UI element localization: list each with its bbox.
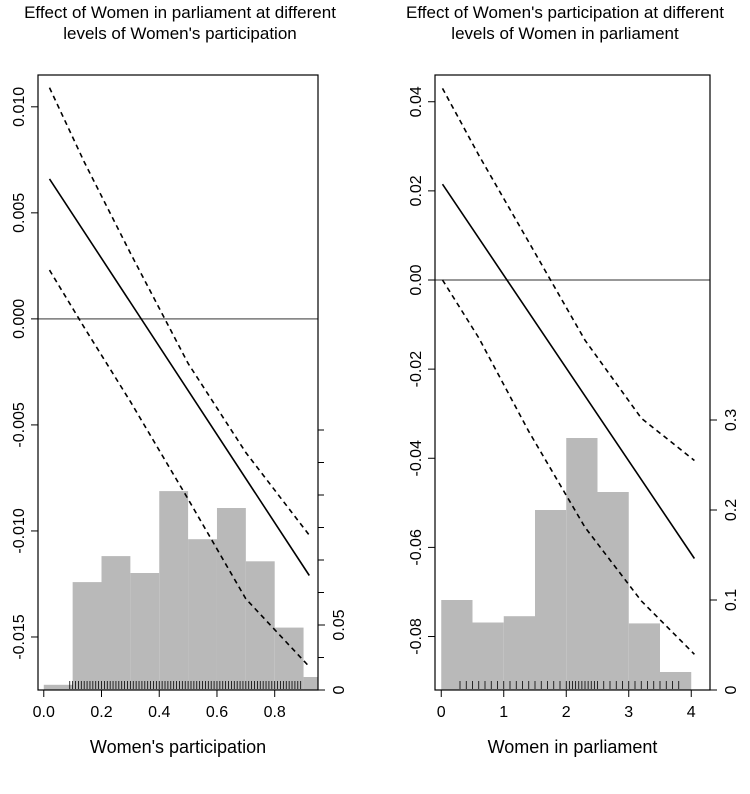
left-right-tick-label: 0.05 <box>331 609 348 640</box>
left-x-tick-label: 0.2 <box>90 704 112 721</box>
right-y-tick-label: 0.00 <box>408 264 425 295</box>
left-x-tick-label: 0.8 <box>264 704 286 721</box>
left-histogram-bar <box>130 573 160 690</box>
left-histogram-bar <box>159 491 189 690</box>
left-y-tick-label: -0.005 <box>11 402 28 447</box>
right-histogram-bar <box>597 492 629 690</box>
left-histogram-bar <box>245 561 275 690</box>
right-x-tick-label: 1 <box>499 704 508 721</box>
right-y-tick-label: -0.04 <box>408 440 425 477</box>
right-x-tick-label: 0 <box>437 704 446 721</box>
right-right-tick-label: 0.2 <box>723 499 740 521</box>
left-y-tick-label: -0.010 <box>11 508 28 553</box>
left-x-tick-label: 0.6 <box>206 704 228 721</box>
right-lower-ci-line <box>441 279 695 655</box>
left-histogram-bar <box>72 582 102 690</box>
right-y-tick-label: -0.08 <box>408 618 425 655</box>
left-x-tick-label: 0.4 <box>148 704 170 721</box>
right-histogram-bar <box>628 623 660 690</box>
right-histogram-bar <box>566 438 598 690</box>
right-y-tick-label: 0.04 <box>408 86 425 117</box>
right-right-tick-label: 0.3 <box>723 409 740 431</box>
left-histogram-bar <box>274 627 304 690</box>
right-x-tick-label: 4 <box>687 704 696 721</box>
right-effect-line <box>441 183 696 559</box>
left-plot-frame <box>37 74 319 691</box>
right-histogram-bar <box>472 622 504 690</box>
left-y-tick-label: 0.005 <box>11 193 28 233</box>
left-chart: 0.010 0.005 0.000 -0.005 -0.010 -0.015 0.0 0.2 0… <box>11 74 348 757</box>
right-right-tick-label: 0 <box>723 685 740 694</box>
right-histogram-bar <box>503 616 535 690</box>
right-plot-frame <box>434 74 711 691</box>
right-histogram-bar <box>660 672 692 690</box>
right-right-tick-label: 0.1 <box>723 589 740 611</box>
right-x-tick-label: 2 <box>562 704 571 721</box>
left-histogram-bar <box>101 556 131 690</box>
right-y-tick-label: -0.06 <box>408 529 425 566</box>
left-histogram-bar <box>216 508 246 690</box>
left-lower-ci-line <box>48 269 310 668</box>
right-x-tick-label: 3 <box>624 704 633 721</box>
left-y-tick-label: -0.015 <box>11 614 28 659</box>
right-y-tick-label: -0.02 <box>408 351 425 388</box>
left-histogram-bar <box>303 677 318 690</box>
right-x-axis-title: Women in parliament <box>488 737 658 757</box>
right-histogram-bar <box>535 510 567 690</box>
right-upper-ci-line <box>441 88 695 462</box>
left-x-axis-title: Women's participation <box>90 737 266 757</box>
right-y-tick-label: 0.02 <box>408 175 425 206</box>
left-histogram-bar <box>43 684 73 690</box>
left-y-tick-label: 0.000 <box>11 299 28 339</box>
left-x-tick-label: 0.0 <box>33 704 55 721</box>
left-chart-title: Effect of Women in parliament at differe… <box>24 3 336 43</box>
left-y-tick-label: 0.010 <box>11 87 28 127</box>
right-chart-title: Effect of Women's participation at diffe… <box>406 3 724 43</box>
left-histogram-bar <box>188 539 217 690</box>
left-upper-ci-line <box>48 87 310 536</box>
right-chart: 0.04 0.02 0.00 -0.02 -0.04 -0.06 -0.08 0 1 2 3 4 Wom… <box>408 74 740 757</box>
left-effect-line <box>48 178 310 576</box>
left-right-tick-label: 0 <box>331 685 348 694</box>
right-histogram-bar <box>441 600 473 690</box>
